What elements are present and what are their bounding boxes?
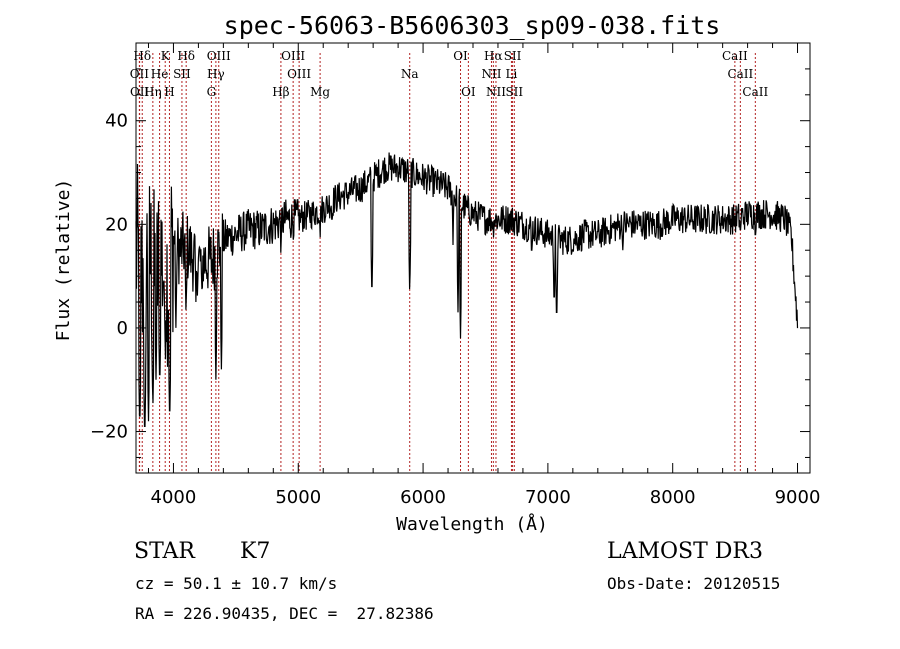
spectral-line-label: OI: [461, 85, 476, 99]
spectral-line-label: Li: [506, 67, 518, 81]
spectral-line-label: OIII: [287, 67, 311, 81]
observation-date: Obs-Date: 20120515: [607, 574, 781, 593]
spectral-line-label: OII: [130, 85, 150, 99]
y-axis-ticks: −20 0 20 40: [90, 68, 810, 458]
x-tick-label: 4000: [151, 487, 197, 508]
spectral-line-label: Hα: [484, 49, 503, 63]
spectral-line-markers: [138, 53, 756, 473]
y-tick-label: 20: [105, 214, 128, 235]
x-axis-ticks: 4000 5000 6000 7000 8000 9000: [147, 43, 821, 508]
x-tick-label: 9000: [775, 487, 821, 508]
spectral-line-label: SII: [173, 67, 191, 81]
chart-title: spec-56063-B5606303_sp09-038.fits: [224, 11, 721, 40]
spectral-line-label: K: [161, 49, 171, 63]
spectral-line-label: SII: [505, 85, 523, 99]
spectral-line-label: H: [164, 85, 174, 99]
spectral-line-label: OIII: [281, 49, 305, 63]
spectral-line-label: OIII: [207, 49, 231, 63]
x-tick-label: 8000: [650, 487, 696, 508]
spectral-line-label: CaII: [727, 67, 753, 81]
spectrum-line: [135, 152, 799, 427]
redshift-velocity: cz = 50.1 ± 10.7 km/s: [135, 574, 338, 593]
object-subclass: K7: [240, 539, 271, 564]
x-axis-label: Wavelength (Å): [396, 513, 548, 535]
y-tick-label: 0: [117, 318, 128, 339]
spectral-line-label: He: [151, 67, 169, 81]
spectral-line-label: CaII: [742, 85, 768, 99]
spectral-line-label: SII: [504, 49, 522, 63]
spectral-line-label: G: [207, 85, 217, 99]
spectral-line-label: Hβ: [272, 85, 289, 99]
spectral-line-label: Hδ: [177, 49, 195, 63]
spectral-line-label: OII: [130, 67, 150, 81]
spectral-line-label: CaII: [722, 49, 748, 63]
spectral-line-label: Hη: [144, 85, 162, 99]
spectral-line-label: Hγ: [207, 67, 225, 81]
x-tick-label: 7000: [525, 487, 571, 508]
plot-frame: [135, 42, 811, 474]
x-tick-label: 5000: [275, 487, 321, 508]
spectral-line-label: OI: [453, 49, 468, 63]
survey-name: LAMOST DR3: [607, 539, 763, 564]
x-tick-label: 6000: [400, 487, 446, 508]
y-axis-label: Flux (relative): [53, 179, 74, 342]
y-tick-label: −20: [90, 422, 128, 443]
spectral-line-label: Hδ: [133, 49, 151, 63]
coordinates: RA = 226.90435, DEC = 27.82386: [135, 604, 434, 623]
y-tick-label: 40: [105, 111, 128, 132]
object-class: STAR: [134, 539, 195, 564]
spectral-line-label: NII: [481, 67, 501, 81]
spectral-line-label: Na: [401, 67, 419, 81]
spectral-line-label: NII: [486, 85, 506, 99]
spectral-line-label: Mg: [310, 85, 330, 99]
